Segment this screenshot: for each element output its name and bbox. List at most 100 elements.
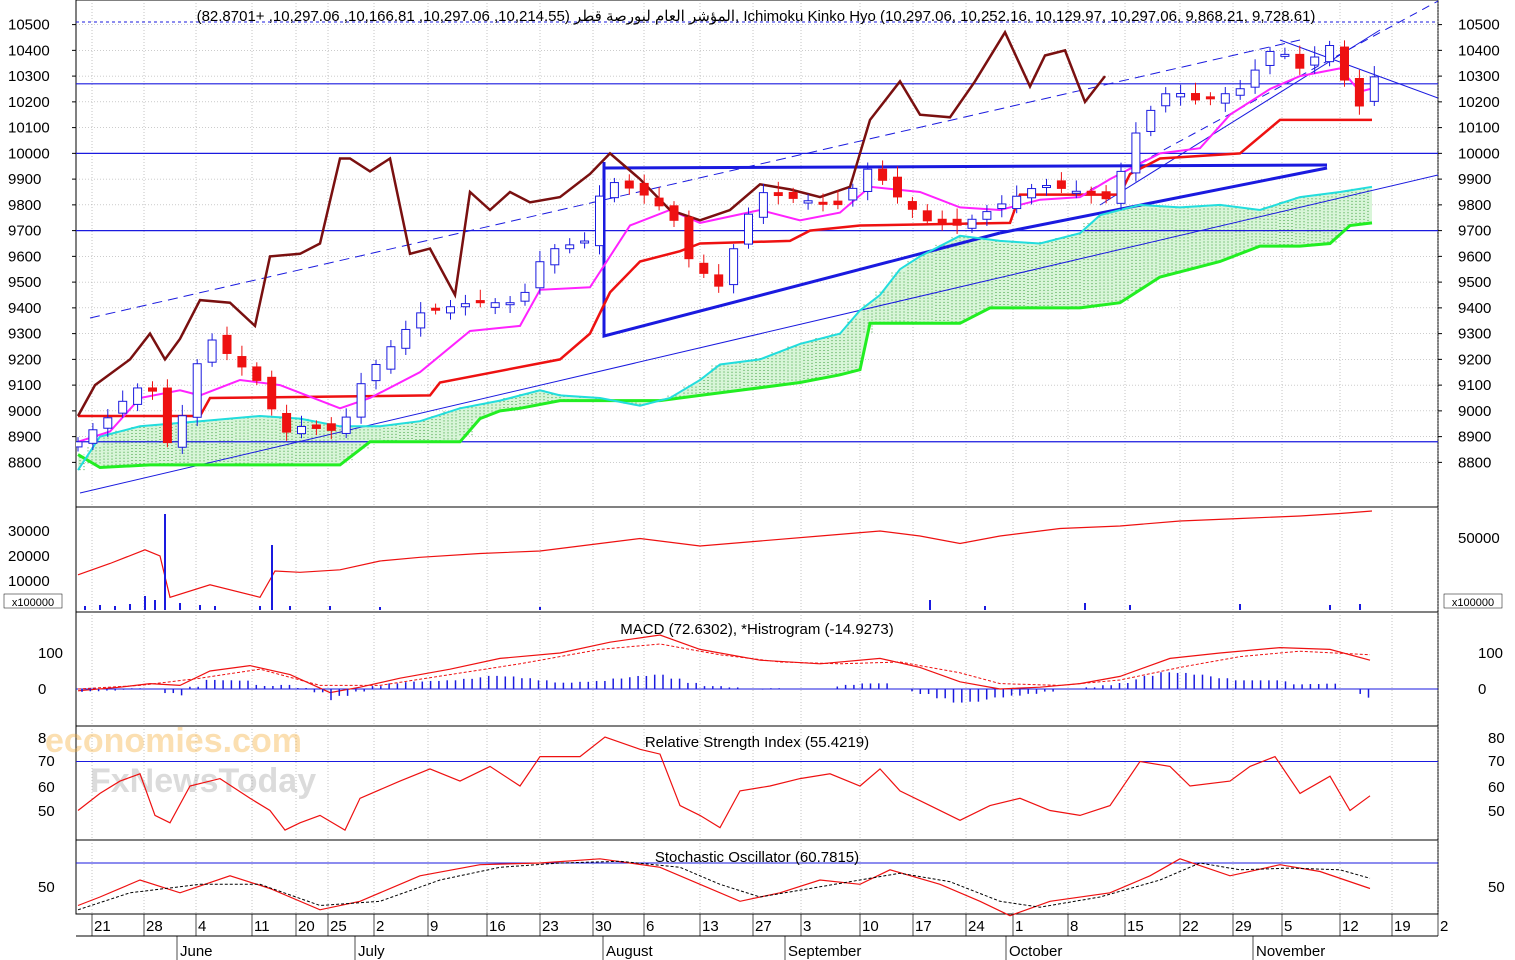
price-tick-left: 9300 [8, 326, 41, 343]
month-label: October [1009, 943, 1062, 960]
price-tick-right: 10400 [1458, 42, 1500, 59]
watermark-line-1: economies.com [45, 722, 302, 760]
candle-up [460, 303, 470, 308]
day-label: 22 [1182, 918, 1199, 935]
candle-down [714, 274, 724, 287]
price-tick-right: 9900 [1458, 171, 1491, 188]
price-tick-right: 9400 [1458, 300, 1491, 317]
price-axis-right: 10500 10400 10300 10200 10100 10000 9900 9800 97… [1438, 17, 1500, 471]
candle-down [222, 334, 232, 354]
candle-down [326, 423, 336, 431]
candle-down [267, 376, 277, 410]
price-tick-right: 10000 [1458, 145, 1500, 162]
day-label: 2 [376, 918, 384, 935]
macd-tick-left: 100 [38, 645, 63, 662]
candle-up [446, 306, 455, 314]
day-label: 23 [542, 918, 559, 935]
candle-down [699, 262, 709, 274]
price-tick-right: 9100 [1458, 377, 1491, 394]
candle-down [237, 356, 247, 368]
day-label: 12 [1342, 918, 1359, 935]
candle-up [535, 261, 545, 289]
date-axis: 21 28 4 11 20 25 2 9 16 23 30 6 13 27 3 10 17 24 1 8 15 22 29 5… [91, 914, 1448, 960]
day-label: 8 [1070, 918, 1078, 935]
price-tick-left: 9100 [8, 377, 41, 394]
volume-multiplier-box-right [1443, 593, 1503, 609]
candle-down [1056, 180, 1066, 189]
candle-down [893, 176, 902, 198]
month-label: July [358, 943, 385, 960]
price-tick-right: 10500 [1458, 17, 1500, 34]
volume-average-line [77, 510, 1373, 599]
price-tick-left: 9000 [8, 403, 41, 420]
senkou-span-b [77, 221, 1373, 470]
cloud-fill [78, 186, 1372, 471]
day-label: 13 [702, 918, 719, 935]
steep-trend-dashed [1089, 0, 1438, 191]
day-label: 1 [1015, 918, 1023, 935]
candle-up [550, 248, 560, 266]
volume-multiplier-box-left [3, 593, 63, 609]
day-label: 29 [1235, 918, 1252, 935]
stochastic-panel: 50 50 [38, 858, 1505, 917]
candle-up [967, 218, 977, 229]
price-tick-right: 9200 [1458, 351, 1491, 368]
day-label: 30 [595, 918, 612, 935]
candle-down [1086, 190, 1096, 196]
volume-tick-left: 10000 [8, 573, 50, 590]
watermark-line-2: FxNewsToday [90, 762, 316, 800]
price-tick-left: 9900 [8, 171, 41, 188]
candle-down [1354, 78, 1364, 107]
volume-multiplier-right: x100000 [1452, 597, 1494, 609]
candle-down [907, 201, 917, 210]
day-label: 21 [94, 918, 111, 935]
price-tick-right: 10200 [1458, 94, 1500, 111]
chikou-span [76, 29, 1106, 417]
candle-up [1265, 50, 1275, 66]
rsi-tick-right: 60 [1488, 779, 1505, 796]
day-label: 27 [755, 918, 772, 935]
candle-up [401, 328, 411, 349]
candle-down [1191, 93, 1200, 101]
candle-up [1012, 195, 1022, 210]
rsi-tick-left: 50 [38, 803, 55, 820]
candle-down [148, 387, 157, 392]
panel-frame-1 [75, 506, 1439, 613]
price-tick-left: 8900 [8, 429, 41, 446]
day-label: 16 [489, 918, 506, 935]
price-tick-right: 10300 [1458, 68, 1500, 85]
stoch-tick-right: 50 [1488, 879, 1505, 896]
candle-down [818, 201, 828, 205]
candle-up [192, 363, 202, 418]
candle-up [1161, 93, 1171, 107]
day-label: 11 [254, 918, 270, 935]
price-tick-right: 9000 [1458, 403, 1491, 420]
candle-down [684, 216, 694, 260]
candle-up [848, 187, 858, 201]
candle-down [952, 218, 962, 226]
candle-up [1146, 109, 1156, 132]
candle-up [1250, 69, 1260, 88]
day-label: 4 [198, 918, 206, 935]
candle-down [878, 168, 888, 181]
candle-up [982, 211, 992, 220]
day-label: 24 [968, 918, 985, 935]
stochastic-title: Stochastic Oscillator (60.7815) [655, 849, 859, 866]
candle-up [490, 302, 500, 308]
candle-up [1042, 185, 1051, 189]
candle-down [252, 366, 262, 381]
candle-down [1205, 96, 1215, 100]
candle-down [922, 210, 932, 222]
price-tick-right: 9600 [1458, 248, 1491, 265]
candle-up [356, 383, 366, 418]
candle-down [311, 424, 321, 429]
candlesticks [76, 40, 1379, 454]
price-tick-left: 8800 [8, 454, 41, 471]
triangle-top [603, 163, 1328, 170]
price-tick-right: 9500 [1458, 274, 1491, 291]
macd-line [77, 634, 1371, 694]
watermark: economies.com FxNewsToday [45, 722, 316, 800]
senkou-span-a [77, 185, 1373, 471]
candle-up [1325, 45, 1335, 63]
